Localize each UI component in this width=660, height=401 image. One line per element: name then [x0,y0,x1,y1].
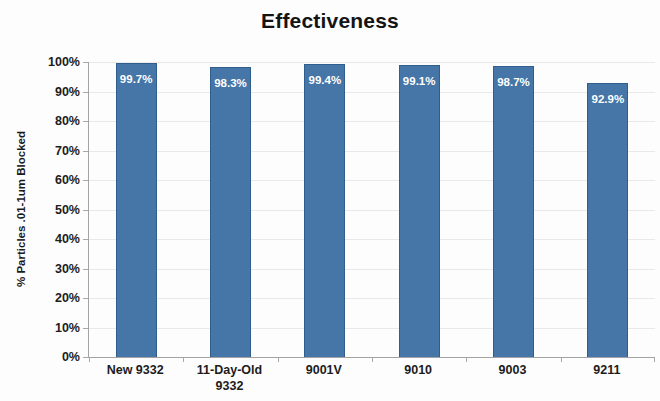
y-axis-tick [83,239,88,240]
bar-value-label: 99.4% [299,74,350,86]
bar: 92.9% [587,83,628,357]
x-axis-category-label: 9003 [465,362,559,378]
gridline [89,269,655,270]
y-axis-tick [83,298,88,299]
bar: 99.1% [399,65,440,357]
gridline [89,121,655,122]
bar: 98.7% [493,66,534,357]
y-tick-label: 90% [32,85,80,99]
y-tick-label: 0% [32,350,80,364]
y-axis-tick [83,62,88,63]
y-tick-label: 70% [32,144,80,158]
y-tick-label: 10% [32,321,80,335]
y-axis-tick [83,121,88,122]
bar-value-label: 99.1% [394,75,445,87]
gridline [89,210,655,211]
y-axis-tick [83,328,88,329]
gridline [89,151,655,152]
y-tick-label: 40% [32,232,80,246]
plot-area: 0%10%20%30%40%50%60%70%80%90%100%99.7%98… [88,62,655,358]
bar-value-label: 98.3% [205,77,256,89]
bar-chart: Effectiveness % Particles .01-1um Blocke… [0,0,660,401]
y-tick-label: 80% [32,114,80,128]
y-axis-tick [83,151,88,152]
y-axis-tick [83,357,88,358]
y-tick-label: 30% [32,262,80,276]
chart-title: Effectiveness [0,9,660,33]
gridline [89,62,655,63]
y-axis-tick [83,92,88,93]
bar: 99.7% [116,63,157,357]
bar-value-label: 92.9% [582,93,633,105]
y-tick-label: 20% [32,291,80,305]
y-axis-tick [83,210,88,211]
bar-value-label: 99.7% [111,73,162,85]
y-tick-label: 100% [32,55,80,69]
gridline [89,180,655,181]
x-axis-tick [654,358,655,362]
gridline [89,298,655,299]
x-axis-category-label: 9010 [371,362,465,378]
y-axis-title: % Particles .01-1um Blocked [15,89,27,329]
x-axis-category-label: 9211 [560,362,654,378]
y-tick-label: 60% [32,173,80,187]
x-axis-category-label: 9001V [277,362,371,378]
y-axis-tick [83,269,88,270]
gridline [89,92,655,93]
gridline [89,239,655,240]
bar-value-label: 98.7% [488,76,539,88]
x-axis-labels: New 933211-Day-Old 93329001V901090039211 [88,362,654,400]
x-axis-category-label: New 9332 [88,362,182,378]
bar: 98.3% [210,67,251,357]
y-tick-label: 50% [32,203,80,217]
y-axis-tick [83,180,88,181]
x-axis-category-label: 11-Day-Old 9332 [182,362,276,395]
gridline [89,328,655,329]
bar: 99.4% [304,64,345,357]
